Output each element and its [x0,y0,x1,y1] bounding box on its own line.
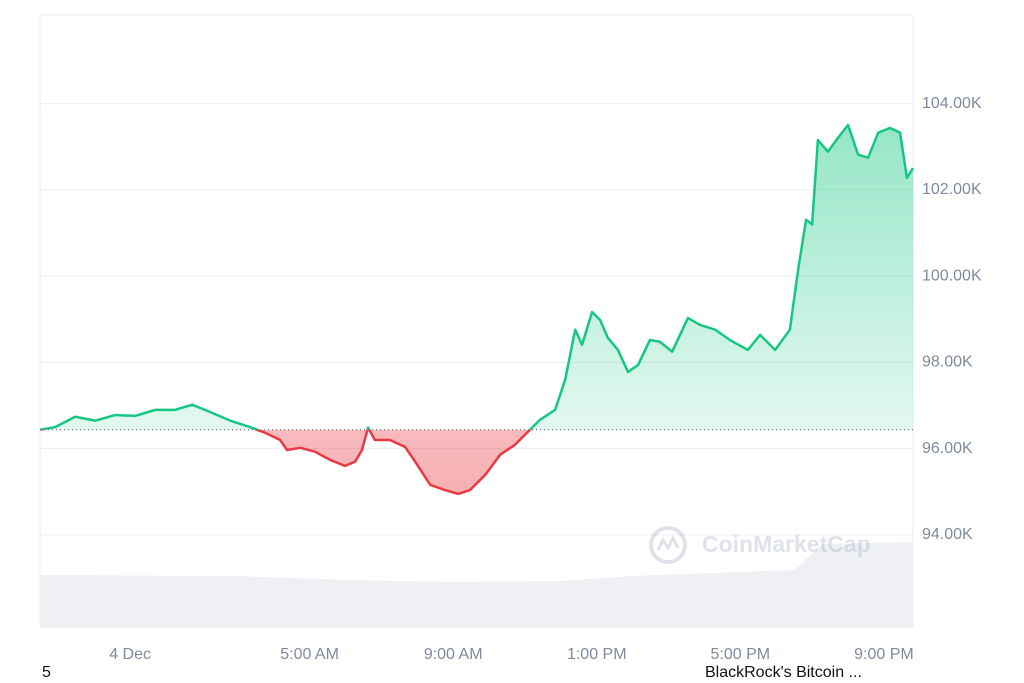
watermark: CoinMarketCap [649,526,871,564]
x-tick-label: 9:00 AM [424,646,483,663]
watermark-text: CoinMarketCap [702,531,871,557]
x-tick-label: 5:00 AM [280,646,339,663]
y-tick-label: 102.00K [922,181,982,198]
volume-area [40,542,913,628]
y-tick-label: 104.00K [922,95,982,112]
x-tick-label: 5:00 PM [711,646,771,663]
price-line-down [39,429,532,496]
y-tick-label: 94.00K [922,526,973,543]
plot [39,103,915,628]
area-down [40,429,913,494]
y-tick-label: 100.00K [922,267,982,284]
footer-right: BlackRock's Bitcoin ... [705,664,862,681]
footer-left: 5 [42,664,51,681]
y-tick-label: 96.00K [922,440,973,457]
y-tick-label: 98.00K [922,354,973,371]
area-up [40,124,913,430]
price-line-up [39,123,915,430]
x-tick-label: 9:00 PM [854,646,914,663]
x-tick-label: 4 Dec [109,646,151,663]
x-tick-label: 1:00 PM [567,646,627,663]
